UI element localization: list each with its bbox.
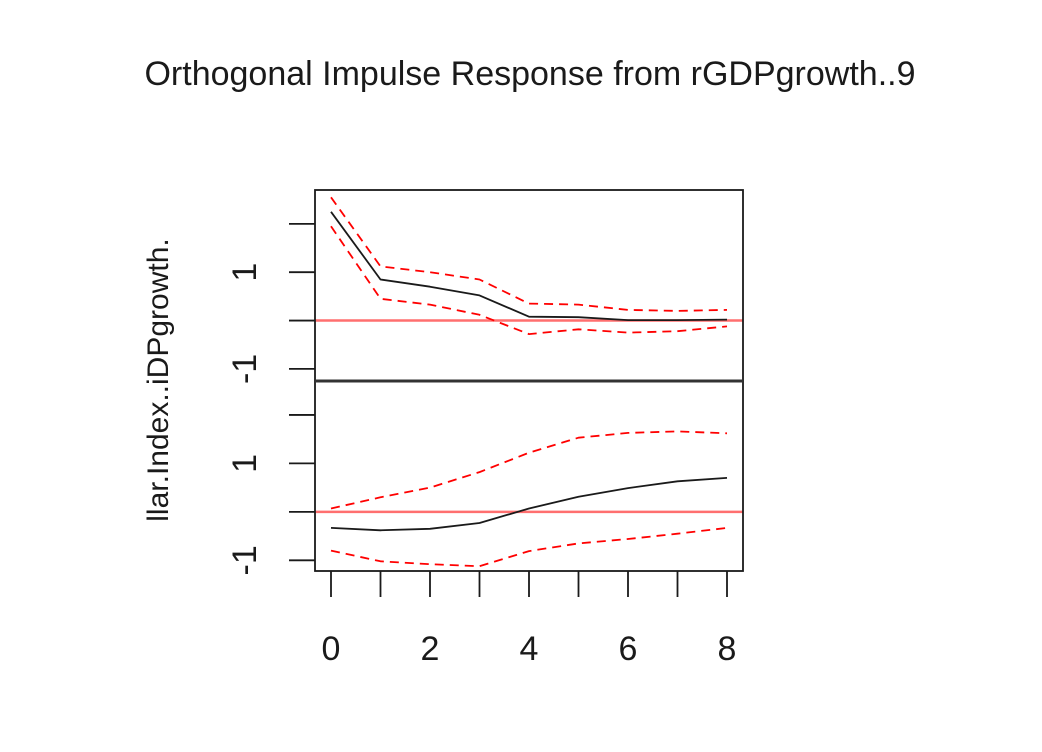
plot-area: 1 -1 1 -1 0 2 4 6 8	[226, 189, 744, 668]
panel-1-y-tick-label: 1	[226, 263, 264, 282]
panel-2-lower-line	[330, 527, 728, 568]
panel-1-lower-line	[330, 225, 728, 336]
x-tick-label: 0	[322, 630, 341, 668]
x-tick-label: 2	[421, 630, 440, 668]
panel-2-y-tick-label: 1	[226, 454, 264, 473]
panel-1-response-line	[330, 211, 728, 322]
panel-1-upper-line	[330, 196, 728, 312]
panel-2-upper-line	[330, 430, 728, 510]
x-tick-label: 4	[520, 630, 539, 668]
x-tick-label: 6	[619, 630, 638, 668]
panel-2-y-tick-label: -1	[226, 545, 264, 575]
panel-1-y-tick-label: -1	[226, 354, 264, 384]
y-axis-label: llar.Index..iDPgrowth.	[142, 238, 175, 521]
panel-2-response-line	[330, 477, 728, 532]
chart-title: Orthogonal Impulse Response from rGDPgro…	[144, 55, 915, 93]
x-tick-label: 8	[718, 630, 737, 668]
